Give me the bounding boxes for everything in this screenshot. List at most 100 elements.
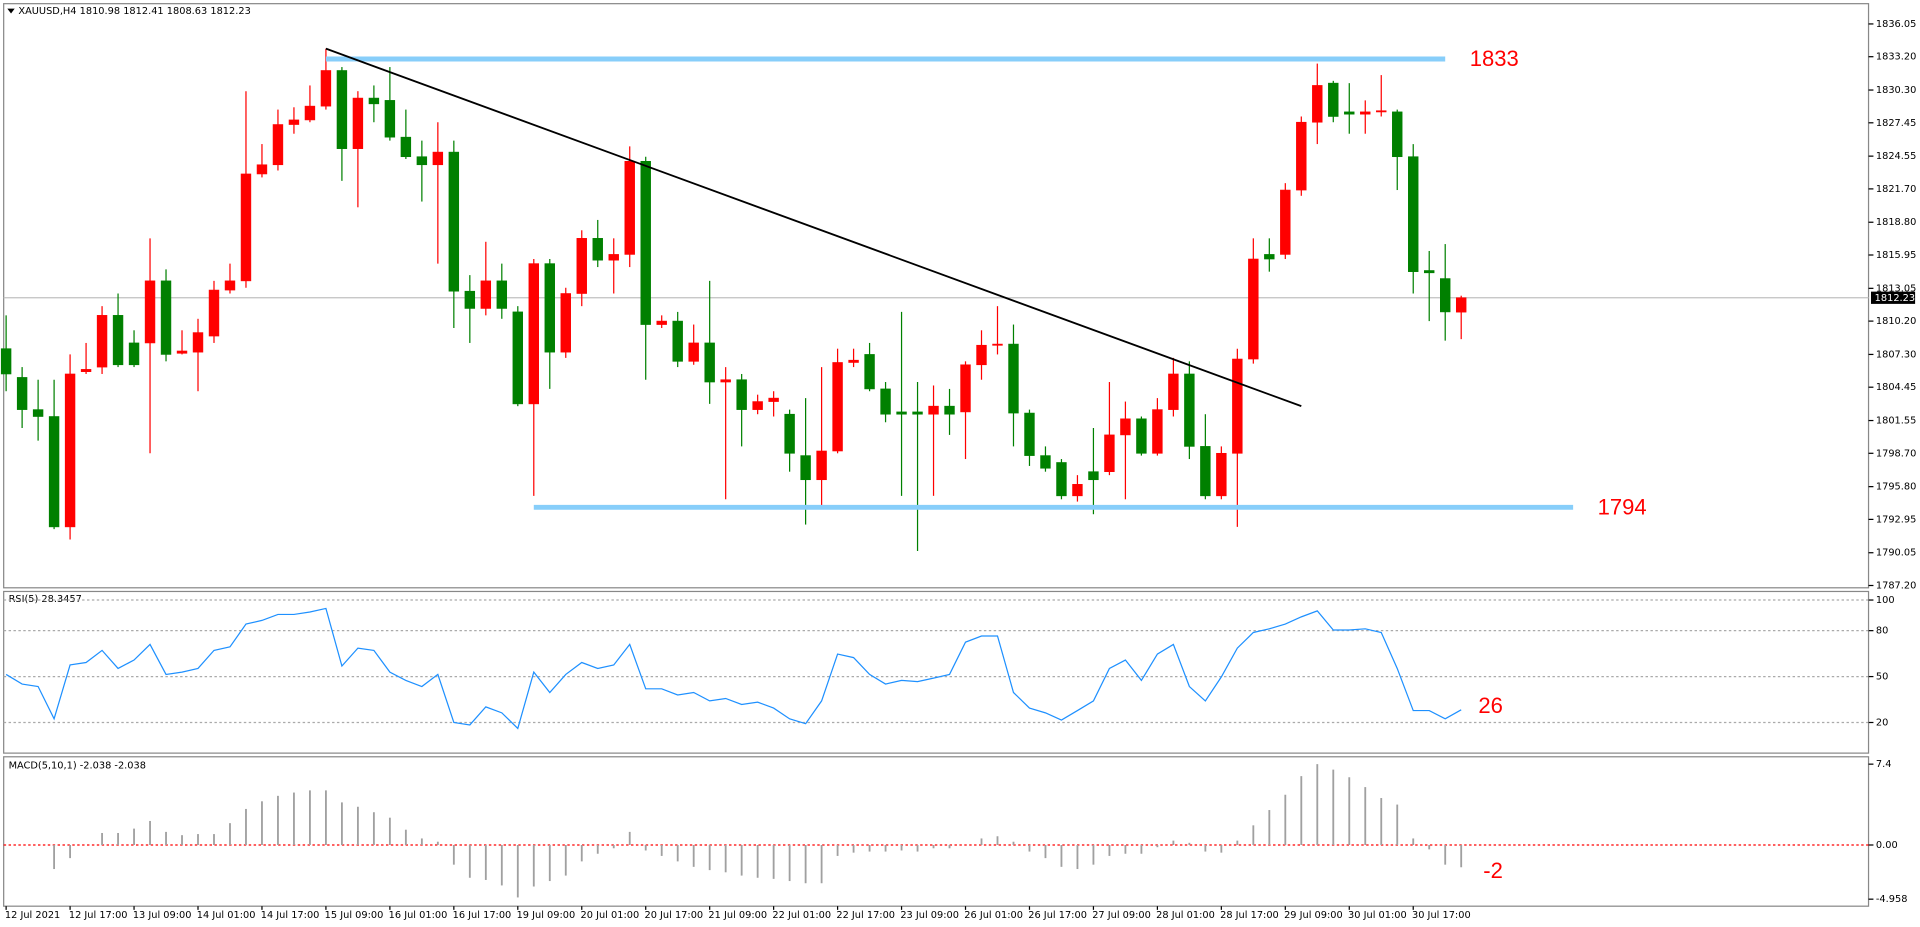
candle-body bbox=[992, 343, 1003, 346]
candle-body bbox=[368, 97, 380, 105]
candle-body bbox=[928, 405, 939, 415]
x-tick-label: 29 Jul 09:00 bbox=[1284, 910, 1343, 921]
candle-body bbox=[16, 377, 28, 410]
x-tick-label: 19 Jul 09:00 bbox=[517, 910, 576, 921]
annotation: 26 bbox=[1478, 693, 1503, 718]
macd-header: MACD(5,10,1) -2.038 -2.038 bbox=[9, 760, 146, 771]
y-tick-label: 50 bbox=[1876, 672, 1888, 683]
candle-body bbox=[768, 397, 779, 402]
candle-body bbox=[1232, 358, 1243, 454]
candle-body bbox=[896, 411, 907, 415]
candle-body bbox=[0, 348, 12, 375]
rsi-header: RSI(5) 28.3457 bbox=[9, 594, 82, 605]
candle-body bbox=[848, 359, 859, 363]
collapse-icon[interactable] bbox=[7, 8, 15, 14]
x-tick-label: 14 Jul 17:00 bbox=[261, 910, 320, 921]
candle-body bbox=[48, 416, 60, 528]
x-tick-label: 27 Jul 09:00 bbox=[1092, 910, 1151, 921]
candle-body bbox=[944, 405, 955, 415]
candle-body bbox=[544, 263, 555, 353]
candle-body bbox=[864, 354, 875, 390]
x-tick-label: 30 Jul 17:00 bbox=[1412, 910, 1471, 921]
y-tick-label: 100 bbox=[1876, 595, 1895, 606]
candle-body bbox=[640, 161, 651, 325]
y-tick-label: 1804.45 bbox=[1876, 382, 1916, 393]
candle-body bbox=[1152, 409, 1163, 454]
candle-body bbox=[512, 311, 524, 405]
candle-body bbox=[128, 342, 140, 366]
candle-body bbox=[96, 315, 108, 368]
candle-body bbox=[1168, 373, 1179, 410]
y-tick-label: 1798.70 bbox=[1876, 448, 1916, 459]
candle-body bbox=[416, 156, 428, 166]
candle-body bbox=[320, 70, 332, 107]
candle-body bbox=[976, 344, 987, 366]
candle-body bbox=[272, 124, 284, 166]
y-tick-label: 1821.70 bbox=[1876, 184, 1916, 195]
candle-body bbox=[1344, 111, 1355, 115]
candle-body bbox=[1296, 121, 1307, 191]
y-tick-label: 20 bbox=[1876, 717, 1888, 728]
candle-body bbox=[832, 362, 843, 452]
candle-body bbox=[720, 379, 731, 383]
annotation: -2 bbox=[1483, 858, 1503, 883]
candle-body bbox=[528, 263, 539, 405]
candle-body bbox=[112, 315, 124, 366]
last-price-box bbox=[1870, 291, 1916, 304]
candle-body bbox=[1024, 412, 1035, 456]
y-tick-label: 1792.95 bbox=[1876, 514, 1916, 525]
x-tick-label: 26 Jul 01:00 bbox=[964, 910, 1023, 921]
x-tick-label: 15 Jul 09:00 bbox=[325, 910, 384, 921]
candle-body bbox=[1120, 418, 1131, 436]
candle-body bbox=[1280, 189, 1291, 255]
candle-body bbox=[80, 369, 92, 372]
y-tick-label: 1824.55 bbox=[1876, 151, 1916, 162]
candle-body bbox=[352, 97, 364, 149]
level-label: 1833 bbox=[1470, 46, 1519, 71]
y-tick-label: 1818.80 bbox=[1876, 217, 1916, 228]
y-tick-label: 1810.20 bbox=[1876, 316, 1916, 327]
x-tick-label: 12 Jul 17:00 bbox=[69, 910, 128, 921]
candle-body bbox=[800, 455, 811, 481]
candle-body bbox=[288, 119, 300, 125]
candle-body bbox=[1216, 452, 1227, 497]
x-tick-label: 28 Jul 17:00 bbox=[1220, 910, 1279, 921]
x-tick-label: 14 Jul 01:00 bbox=[197, 910, 256, 921]
candle-body bbox=[1455, 297, 1467, 313]
candle-body bbox=[432, 151, 444, 166]
y-tick-label: 1787.20 bbox=[1876, 580, 1916, 591]
candle-body bbox=[448, 151, 460, 292]
candle-body bbox=[64, 373, 76, 528]
rsi-panel-frame bbox=[3, 590, 1870, 754]
candle-body bbox=[784, 413, 795, 454]
candle-body bbox=[560, 293, 571, 353]
y-tick-label: 1836.05 bbox=[1876, 19, 1916, 30]
candle-body bbox=[688, 342, 699, 362]
candle-body bbox=[1200, 446, 1211, 497]
candle-body bbox=[624, 161, 635, 255]
candle-body bbox=[480, 280, 492, 309]
x-tick-label: 22 Jul 17:00 bbox=[836, 910, 895, 921]
x-tick-label: 22 Jul 01:00 bbox=[772, 910, 831, 921]
candle-body bbox=[1184, 373, 1195, 447]
symbol-header: XAUUSD,H4 1810.98 1812.41 1808.63 1812.2… bbox=[18, 6, 250, 17]
trendline bbox=[325, 47, 1302, 408]
candle-body bbox=[336, 70, 348, 149]
candle-body bbox=[1440, 278, 1451, 313]
x-tick-label: 30 Jul 01:00 bbox=[1348, 910, 1407, 921]
candle-body bbox=[1376, 110, 1387, 113]
candle-body bbox=[1360, 111, 1371, 115]
x-tick-label: 21 Jul 09:00 bbox=[708, 910, 767, 921]
candle-body bbox=[592, 238, 603, 261]
candle-body bbox=[608, 254, 619, 261]
candle-body bbox=[816, 450, 827, 481]
candle-body bbox=[576, 238, 587, 294]
candle-body bbox=[240, 173, 252, 282]
x-tick-label: 12 Jul 2021 bbox=[5, 910, 60, 921]
y-tick-label: 1827.45 bbox=[1876, 118, 1916, 129]
y-tick-label: 1830.30 bbox=[1876, 85, 1916, 96]
y-tick-label: 80 bbox=[1876, 626, 1888, 637]
candle-body bbox=[1104, 434, 1115, 472]
